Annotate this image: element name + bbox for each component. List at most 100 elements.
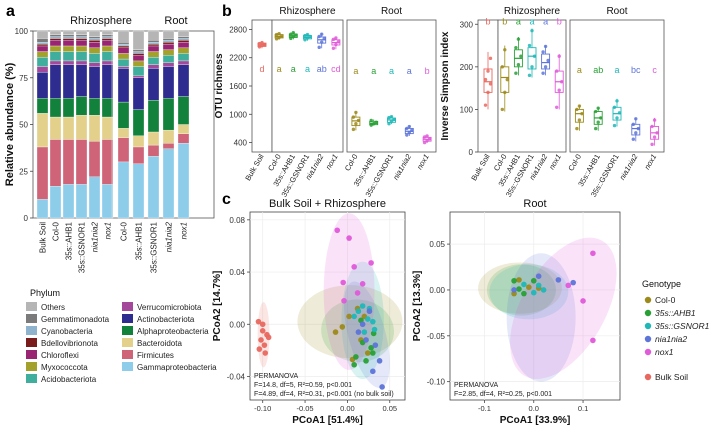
box-point <box>407 130 411 135</box>
significance-letter: a <box>353 66 358 76</box>
bar-segment-bacteroidota <box>49 116 62 140</box>
box-point <box>557 54 561 58</box>
bar-segment-others <box>75 30 88 35</box>
bar-segment-verrucomicrobiota <box>49 60 62 65</box>
pcoa-point-nox1 <box>351 264 357 270</box>
pcoa-point-35s-ahb1 <box>351 361 357 368</box>
bar-segment-myxococcota <box>177 47 190 54</box>
box-point <box>294 33 298 37</box>
box-point <box>308 34 312 39</box>
bar-segment-others <box>36 30 49 39</box>
bar-segment-firmicutes <box>75 139 88 185</box>
pcoa-point-nox1 <box>368 260 374 266</box>
bar-segment-bacteroidota <box>88 115 101 142</box>
b-y-tick-label: 200 <box>460 63 474 72</box>
legend-dot-nox1 <box>644 348 652 356</box>
box-point <box>277 35 281 40</box>
legend-dot-35s-ahb1 <box>644 309 652 317</box>
bar-segment-verrucomicrobiota <box>62 60 75 65</box>
x-tick-label-35s-ahb1: 35s::AHB1 <box>135 221 144 260</box>
pcoa-point-35s-gsnor1 <box>371 326 378 333</box>
pcoa-point-nox1 <box>346 235 352 241</box>
bar-segment-acidobacteriota <box>88 53 101 63</box>
box-point <box>500 65 504 69</box>
pcoa-point-col-0 <box>516 277 522 283</box>
b-y-tick-label: 0 <box>469 148 474 157</box>
bar-segment-others <box>117 30 130 43</box>
box-point <box>634 131 638 135</box>
significance-letter: ab <box>317 64 327 74</box>
box-point <box>405 133 409 137</box>
bar-segment-gemmatimonadota <box>49 34 62 37</box>
bar-segment-others <box>49 30 62 35</box>
c-y-tick-label: -0.04 <box>227 373 246 382</box>
legend-label-35s-gsnor1: 35s::GSNOR1 <box>655 321 710 331</box>
bar-segment-verrucomicrobiota <box>75 60 88 65</box>
bar-segment-bdellovibrionota <box>75 38 88 41</box>
pcoa-point-bulk-soil <box>262 350 269 356</box>
bar-segment-firmicutes <box>162 143 175 149</box>
panel-c: -0.10 -0.05 0.00 0.05 -0.04 0.00 0.04 0.08 Bulk … <box>212 198 621 426</box>
box-point <box>486 69 490 73</box>
bar-segment-verrucomicrobiota <box>101 60 114 65</box>
box-point <box>334 36 338 40</box>
bar-segment-myxococcota <box>88 47 101 54</box>
box-point <box>425 134 429 138</box>
box-point <box>354 122 358 126</box>
bar-segment-acidobacteriota <box>177 53 190 62</box>
bar-segment-acidobacteriota <box>62 51 75 62</box>
pcoa-point-35s-gsnor1 <box>359 303 366 309</box>
bar-segment-firmicutes <box>147 144 160 157</box>
bar-segment-actinobacteriota <box>49 64 62 99</box>
bar-segment-alphaproteobacteria <box>117 101 130 129</box>
box-point <box>374 120 378 125</box>
phylum-legend: Phylum Others Verrucomicrobiota Gemmatimona… <box>26 288 217 384</box>
significance-letter: b <box>502 16 507 26</box>
scatter-y-axis-label: PCoA2 [13.3%] <box>412 271 423 342</box>
box-point <box>257 45 262 49</box>
legend-swatch-bacteroidota <box>122 338 133 347</box>
box-point <box>580 111 584 116</box>
bar-segment-bacteroidota <box>162 129 175 144</box>
pcoa-point-35s-gsnor1 <box>361 329 368 335</box>
box-point <box>305 32 310 37</box>
pcoa-point-35s-gsnor1 <box>355 308 362 315</box>
x-tick-label-col-0: Col-0 <box>52 221 61 241</box>
legend-dot-col-0 <box>644 296 652 304</box>
legend-swatch-chloroflexi <box>26 350 37 359</box>
box-point <box>279 34 284 38</box>
x-tick-label-nia1nia2: nia1nia2 <box>391 152 413 182</box>
box <box>527 47 537 70</box>
box-point <box>322 37 326 41</box>
bar-segment-verrucomicrobiota <box>117 66 130 69</box>
bar-segment-firmicutes <box>177 133 190 144</box>
box-point <box>289 32 293 36</box>
box-point <box>560 80 564 84</box>
box-point <box>488 82 493 86</box>
x-tick-label-nox1: nox1 <box>104 222 113 239</box>
bar-segment-alphaproteobacteria <box>162 98 175 131</box>
bar-segment-alphaproteobacteria <box>49 98 62 118</box>
bar-segment-cyanobacteria <box>36 42 49 45</box>
box-point <box>650 142 654 147</box>
panel-label-c: c <box>222 191 231 208</box>
bar-segment-bdellovibrionota <box>88 40 101 43</box>
legend-label-cyanobacteria: Cyanobacteria <box>41 327 93 336</box>
b-y-tick-label: 2200 <box>229 54 247 63</box>
legend-swatch-bdellovibrionota <box>26 338 37 347</box>
x-tick-label: -0.05 <box>296 404 313 413</box>
bar-segment-bacteroidota <box>132 135 145 148</box>
bar-segment-gammaproteobacteria <box>75 184 88 219</box>
box-point <box>655 131 659 135</box>
x-tick-label: 0.0 <box>529 404 539 413</box>
pcoa-point-bulk-soil <box>265 334 272 341</box>
legend-label-bacteroidota: Bacteroidota <box>137 339 182 348</box>
significance-letter: a <box>614 65 619 75</box>
box-point <box>331 37 336 42</box>
bar-segment-actinobacteriota <box>132 77 145 110</box>
pcoa-point-nia1nia2 <box>535 273 542 279</box>
bar-segment-alphaproteobacteria <box>101 98 114 118</box>
pcoa-point-col-0 <box>526 284 532 291</box>
permanova-annotation: PERMANOVA <box>454 382 499 389</box>
bar-segment-gemmatimonadota <box>132 49 145 52</box>
